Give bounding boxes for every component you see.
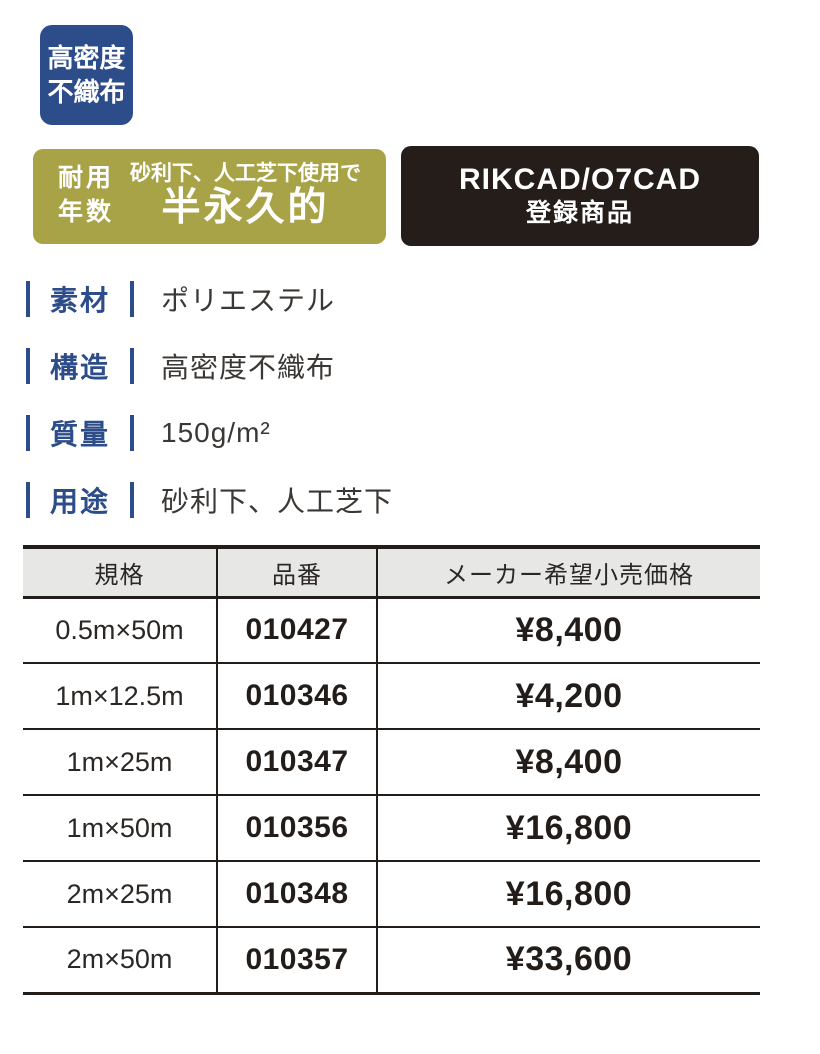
cad-badge-line2: 登録商品 [525, 199, 634, 228]
spec-divider-bar [130, 348, 134, 384]
durability-label-line1: 耐用 [57, 164, 114, 193]
price-table: 規格 品番 メーカー希望小売価格 0.5m×50m 010427 ¥8,400 … [23, 545, 760, 995]
durability-detail: 砂利下、人工芝下使用で 半永久的 [130, 162, 361, 229]
table-row: 0.5m×50m 010427 ¥8,400 [23, 597, 760, 664]
badge-row: 耐用 年数 砂利下、人工芝下使用で 半永久的 RIKCAD/O7CAD 登録商品 [33, 146, 759, 246]
spec-label: 構造 [49, 352, 110, 383]
durability-badge: 耐用 年数 砂利下、人工芝下使用で 半永久的 [33, 148, 386, 244]
spec-divider-bar [130, 281, 134, 317]
spec-label: 用途 [49, 486, 110, 517]
fabric-type-badge: 高密度 不織布 [40, 25, 133, 125]
fabric-badge-line1: 高密度 [47, 42, 126, 73]
cad-registration-badge: RIKCAD/O7CAD 登録商品 [401, 146, 759, 246]
fabric-badge-line2: 不織布 [47, 77, 126, 107]
header-part-number: 品番 [216, 547, 378, 599]
spec-list: 素材 ポリエステル 構造 高密度不織布 質量 150g/m² 用途 砂利下、人工… [26, 281, 393, 549]
spec-divider-bar [26, 281, 30, 317]
cell-size: 1m×25m [23, 729, 217, 796]
durability-label-line2: 年数 [57, 198, 114, 226]
cell-price: ¥16,800 [377, 861, 760, 928]
spec-value: 砂利下、人工芝下 [161, 486, 394, 517]
cell-part: 010357 [216, 927, 378, 994]
table-row: 1m×50m 010356 ¥16,800 [23, 795, 760, 862]
cell-size: 0.5m×50m [23, 597, 217, 664]
header-size: 規格 [23, 547, 217, 599]
price-table-section: 規格 品番 メーカー希望小売価格 0.5m×50m 010427 ¥8,400 … [23, 545, 760, 995]
table-row: 1m×25m 010347 ¥8,400 [23, 729, 760, 796]
durability-label: 耐用 年数 [58, 162, 114, 230]
cell-price: ¥8,400 [377, 597, 760, 664]
cell-part: 010356 [216, 795, 378, 862]
durability-value: 半永久的 [161, 185, 330, 229]
cell-price: ¥8,400 [377, 729, 760, 796]
spec-divider-bar [26, 482, 30, 518]
spec-divider-bar [26, 348, 30, 384]
header-msrp: メーカー希望小売価格 [377, 547, 760, 599]
cell-size: 1m×12.5m [23, 663, 217, 730]
table-row: 1m×12.5m 010346 ¥4,200 [23, 663, 760, 730]
spec-label: 素材 [49, 285, 110, 316]
spec-label: 質量 [49, 419, 110, 450]
cad-badge-line1: RIKCAD/O7CAD [458, 163, 701, 197]
cell-size: 1m×50m [23, 795, 217, 862]
spec-row-material: 素材 ポリエステル [26, 281, 393, 317]
cell-size: 2m×25m [23, 861, 217, 928]
cell-price: ¥4,200 [377, 663, 760, 730]
table-row: 2m×50m 010357 ¥33,600 [23, 927, 760, 994]
spec-divider-bar [130, 415, 134, 451]
spec-row-structure: 構造 高密度不織布 [26, 348, 393, 384]
spec-value: ポリエステル [161, 285, 336, 316]
cell-part: 010427 [216, 597, 378, 664]
cell-part: 010347 [216, 729, 378, 796]
spec-row-mass: 質量 150g/m² [26, 415, 393, 451]
cell-price: ¥16,800 [377, 795, 760, 862]
durability-condition: 砂利下、人工芝下使用で [130, 162, 361, 186]
spec-row-usage: 用途 砂利下、人工芝下 [26, 482, 393, 518]
spec-value: 150g/m² [161, 417, 271, 448]
cell-part: 010346 [216, 663, 378, 730]
table-row: 2m×25m 010348 ¥16,800 [23, 861, 760, 928]
cell-size: 2m×50m [23, 927, 217, 994]
price-table-header-row: 規格 品番 メーカー希望小売価格 [23, 547, 760, 599]
cell-price: ¥33,600 [377, 927, 760, 994]
spec-divider-bar [26, 415, 30, 451]
spec-value: 高密度不織布 [161, 352, 336, 383]
spec-divider-bar [130, 482, 134, 518]
cell-part: 010348 [216, 861, 378, 928]
